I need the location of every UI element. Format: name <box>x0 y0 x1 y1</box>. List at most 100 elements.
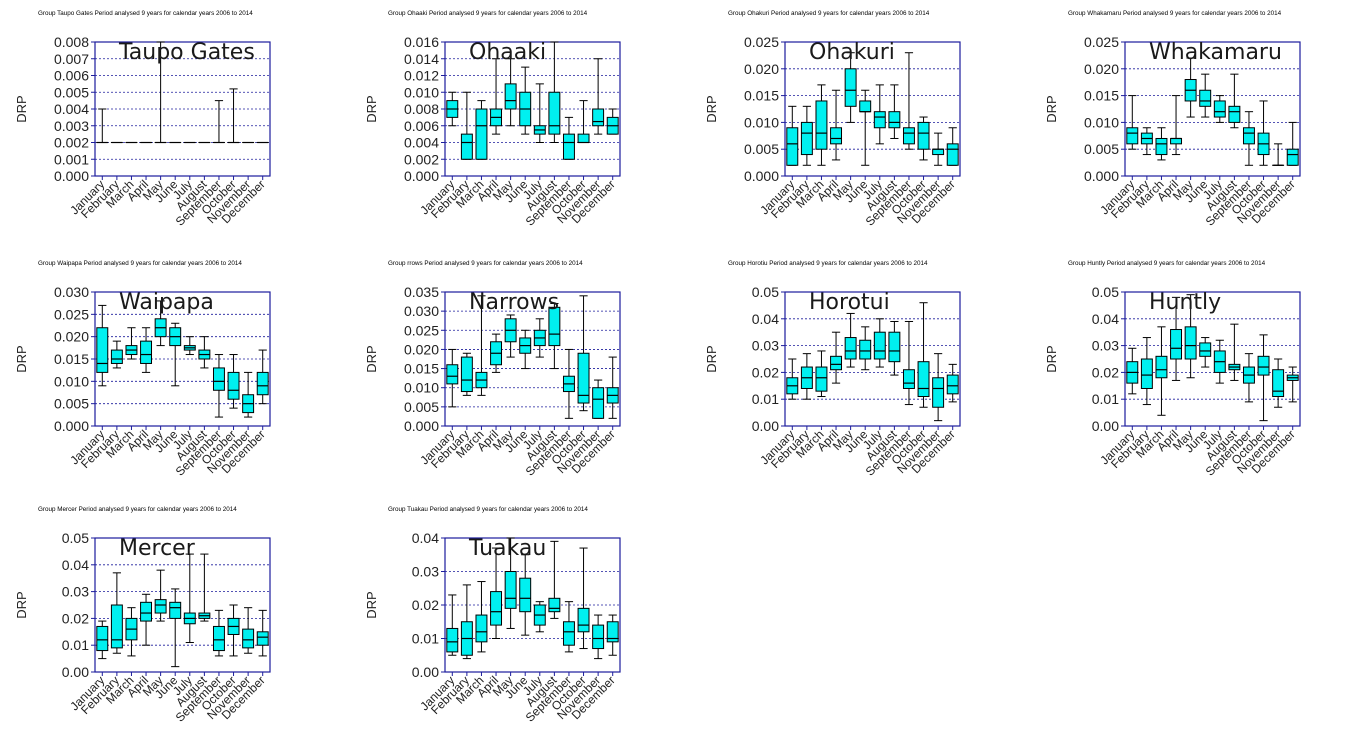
box-iqr <box>593 625 604 648</box>
y-axis-label: DRP <box>364 591 379 618</box>
box-april <box>491 59 502 134</box>
y-tick-label: 0.02 <box>62 610 89 626</box>
y-tick-label: 0.015 <box>1084 88 1119 104</box>
box-iqr <box>1156 138 1167 154</box>
y-tick-label: 0.04 <box>1092 311 1119 327</box>
box-january <box>447 92 458 126</box>
y-tick-label: 0.008 <box>404 101 439 117</box>
y-tick-label: 0.005 <box>404 399 439 415</box>
chart-svg: Group Mercer Period analysed 9 years for… <box>0 496 340 741</box>
box-iqr <box>1200 90 1211 106</box>
panel-label: Narrows <box>469 290 559 315</box>
box-iqr <box>563 134 574 159</box>
box-october <box>578 548 589 649</box>
box-august <box>889 85 900 139</box>
box-iqr <box>1156 356 1167 377</box>
y-tick-label: 0.00 <box>62 664 89 680</box>
box-iqr <box>1171 330 1182 359</box>
box-may <box>505 59 516 126</box>
box-october <box>1258 101 1269 165</box>
y-tick-label: 0.005 <box>744 141 779 157</box>
box-iqr <box>1185 327 1196 359</box>
box-june <box>860 327 871 370</box>
box-august <box>199 554 210 621</box>
box-march <box>1156 327 1167 415</box>
box-august <box>199 337 210 368</box>
box-iqr <box>141 341 152 363</box>
box-iqr <box>903 370 914 389</box>
box-june <box>520 67 531 134</box>
box-november <box>593 380 604 418</box>
box-february <box>1141 128 1152 155</box>
chart-svg: Group Tuakau Period analysed 9 years for… <box>350 496 690 741</box>
chart-svg: Group Horotiu Period analysed 9 years fo… <box>690 250 1030 495</box>
box-december <box>607 109 618 134</box>
box-iqr <box>141 602 152 621</box>
box-january <box>97 621 108 659</box>
box-december <box>257 350 268 404</box>
box-april <box>141 594 152 645</box>
box-iqr <box>801 122 812 154</box>
panel-label: Whakamaru <box>1149 40 1282 65</box>
chart-title: Group rrows Period analysed 9 years for … <box>388 260 583 267</box>
chart-panel: Group Tuakau Period analysed 9 years for… <box>350 496 690 741</box>
y-tick-label: 0.030 <box>404 303 439 319</box>
box-february <box>801 354 812 400</box>
chart-svg: Group Waipapa Period analysed 9 years fo… <box>0 250 340 495</box>
box-iqr <box>505 84 516 109</box>
y-tick-label: 0.012 <box>404 68 439 84</box>
box-iqr <box>243 629 254 648</box>
box-iqr <box>578 608 589 631</box>
box-iqr <box>1243 128 1254 144</box>
panel-label: Taupo Gates <box>118 40 255 65</box>
box-march <box>476 101 487 160</box>
box-november <box>933 354 944 421</box>
y-tick-label: 0.002 <box>404 151 439 167</box>
box-february <box>1141 338 1152 405</box>
box-july <box>1214 340 1225 383</box>
box-january <box>97 305 108 385</box>
box-june <box>520 555 531 635</box>
box-february <box>801 106 812 165</box>
box-january <box>447 595 458 655</box>
box-may <box>505 315 516 357</box>
chart-svg: Group Ohaaki Period analysed 9 years for… <box>350 0 690 245</box>
y-tick-label: 0.008 <box>54 34 89 50</box>
box-may <box>845 313 856 367</box>
box-iqr <box>1287 149 1298 165</box>
box-iqr <box>787 128 798 166</box>
y-tick-label: 0.020 <box>404 341 439 357</box>
y-tick-label: 0.05 <box>1092 284 1119 300</box>
chart-panel: Group Huntly Period analysed 9 years for… <box>1030 250 1362 495</box>
y-tick-label: 0.010 <box>54 373 89 389</box>
y-tick-label: 0.020 <box>1084 61 1119 77</box>
box-iqr <box>549 92 560 134</box>
chart-svg: Group rrows Period analysed 9 years for … <box>350 250 690 495</box>
y-tick-label: 0.02 <box>752 364 779 380</box>
y-tick-label: 0.03 <box>752 338 779 354</box>
box-march <box>1156 128 1167 160</box>
box-september <box>903 321 914 404</box>
y-tick-label: 0.001 <box>54 151 89 167</box>
y-tick-label: 0.014 <box>404 51 439 67</box>
box-may <box>1185 58 1196 117</box>
y-tick-label: 0.000 <box>404 418 439 434</box>
y-axis-label: DRP <box>1044 345 1059 372</box>
box-iqr <box>845 69 856 107</box>
box-iqr <box>903 128 914 144</box>
box-iqr <box>111 350 122 363</box>
chart-panel: Group Taupo Gates Period analysed 9 year… <box>0 0 340 245</box>
box-april <box>831 90 842 160</box>
box-iqr <box>816 101 827 149</box>
box-iqr <box>476 109 487 159</box>
box-iqr <box>933 378 944 407</box>
box-april <box>831 332 842 383</box>
chart-panel: Group rrows Period analysed 9 years for … <box>350 250 690 495</box>
y-tick-label: 0.025 <box>744 34 779 50</box>
box-iqr <box>860 340 871 359</box>
box-june <box>520 330 531 368</box>
box-iqr <box>447 365 458 384</box>
chart-panel: Group Mercer Period analysed 9 years for… <box>0 496 340 741</box>
y-tick-label: 0.005 <box>54 84 89 100</box>
